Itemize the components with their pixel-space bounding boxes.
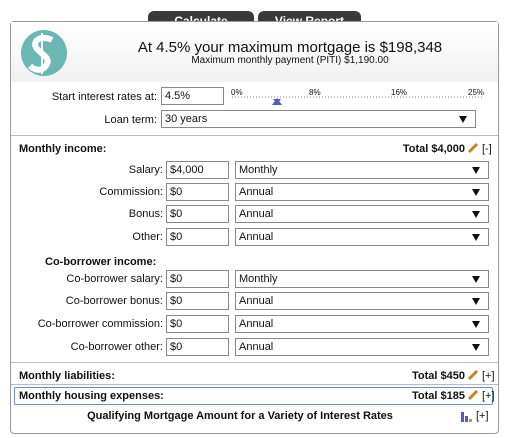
footer-title: Qualifying Mortgage Amount for a Variety… [87, 410, 393, 422]
header-subtitle: Maximum monthly payment (PITI) $1,190.00 [191, 55, 389, 66]
housing-total: Total $185 [412, 390, 465, 402]
income-title: Monthly income: [19, 143, 107, 155]
frequency-select[interactable]: Monthly [235, 161, 489, 179]
liabilities-toggle[interactable]: [+] [482, 370, 495, 382]
frequency-select[interactable]: Monthly [235, 270, 489, 288]
scale-label: 8% [309, 88, 321, 97]
amount-input[interactable]: $0 [166, 292, 229, 310]
chart-icon[interactable] [460, 410, 474, 423]
liabilities-title: Monthly liabilities: [19, 370, 115, 382]
amount-input[interactable]: $0 [166, 205, 229, 223]
scale-label: 0% [231, 88, 243, 97]
co-income-title: Co-borrower income: [45, 256, 157, 268]
loan-term-select[interactable]: 30 years [161, 110, 476, 128]
frequency-select[interactable]: Annual [235, 338, 489, 356]
amount-input[interactable]: $0 [166, 228, 229, 246]
amount-input[interactable]: $0 [166, 338, 229, 356]
calculator-panel [10, 21, 499, 434]
edit-icon[interactable] [467, 142, 479, 154]
amount-input[interactable]: $0 [166, 183, 229, 201]
amount-input[interactable]: $4,000 [166, 161, 229, 179]
amount-input[interactable]: $0 [166, 315, 229, 333]
loan-term-label: Loan term: [104, 114, 157, 126]
row-label: Co-borrower commission: [37, 318, 163, 330]
rate-label: Start interest rates at: [51, 91, 157, 103]
scale-label: 16% [391, 88, 408, 97]
frequency-select[interactable]: Annual [235, 292, 489, 310]
separator [11, 135, 498, 136]
frequency-select[interactable]: Annual [235, 205, 489, 223]
rate-slider[interactable] [228, 86, 488, 108]
liabilities-total: Total $450 [412, 370, 465, 382]
header-title: At 4.5% your maximum mortgage is $198,34… [137, 39, 443, 56]
row-label: Co-borrower salary: [66, 273, 163, 285]
row-label: Bonus: [128, 208, 163, 220]
separator [11, 362, 498, 363]
separator [11, 384, 498, 385]
footer-toggle[interactable]: [+] [476, 410, 489, 422]
row-label: Co-borrower bonus: [65, 295, 163, 307]
income-total: Total $4,000 [402, 143, 465, 155]
edit-icon[interactable] [467, 369, 479, 381]
frequency-select[interactable]: Annual [235, 315, 489, 333]
income-toggle[interactable]: [-] [482, 143, 492, 155]
housing-row[interactable] [14, 387, 493, 405]
row-label: Co-borrower other: [70, 341, 163, 353]
header [11, 22, 498, 82]
row-label: Commission: [99, 186, 163, 198]
rate-input[interactable]: 4.5% [161, 87, 224, 105]
logo [21, 30, 67, 76]
row-label: Other: [132, 231, 163, 243]
frequency-select[interactable]: Annual [235, 183, 489, 201]
edit-icon[interactable] [467, 389, 479, 401]
housing-title: Monthly housing expenses: [19, 390, 164, 402]
housing-toggle[interactable]: [+] [482, 390, 495, 402]
amount-input[interactable]: $0 [166, 270, 229, 288]
scale-label: 25% [468, 88, 485, 97]
frequency-select[interactable]: Annual [235, 228, 489, 246]
row-label: Salary: [128, 164, 163, 176]
